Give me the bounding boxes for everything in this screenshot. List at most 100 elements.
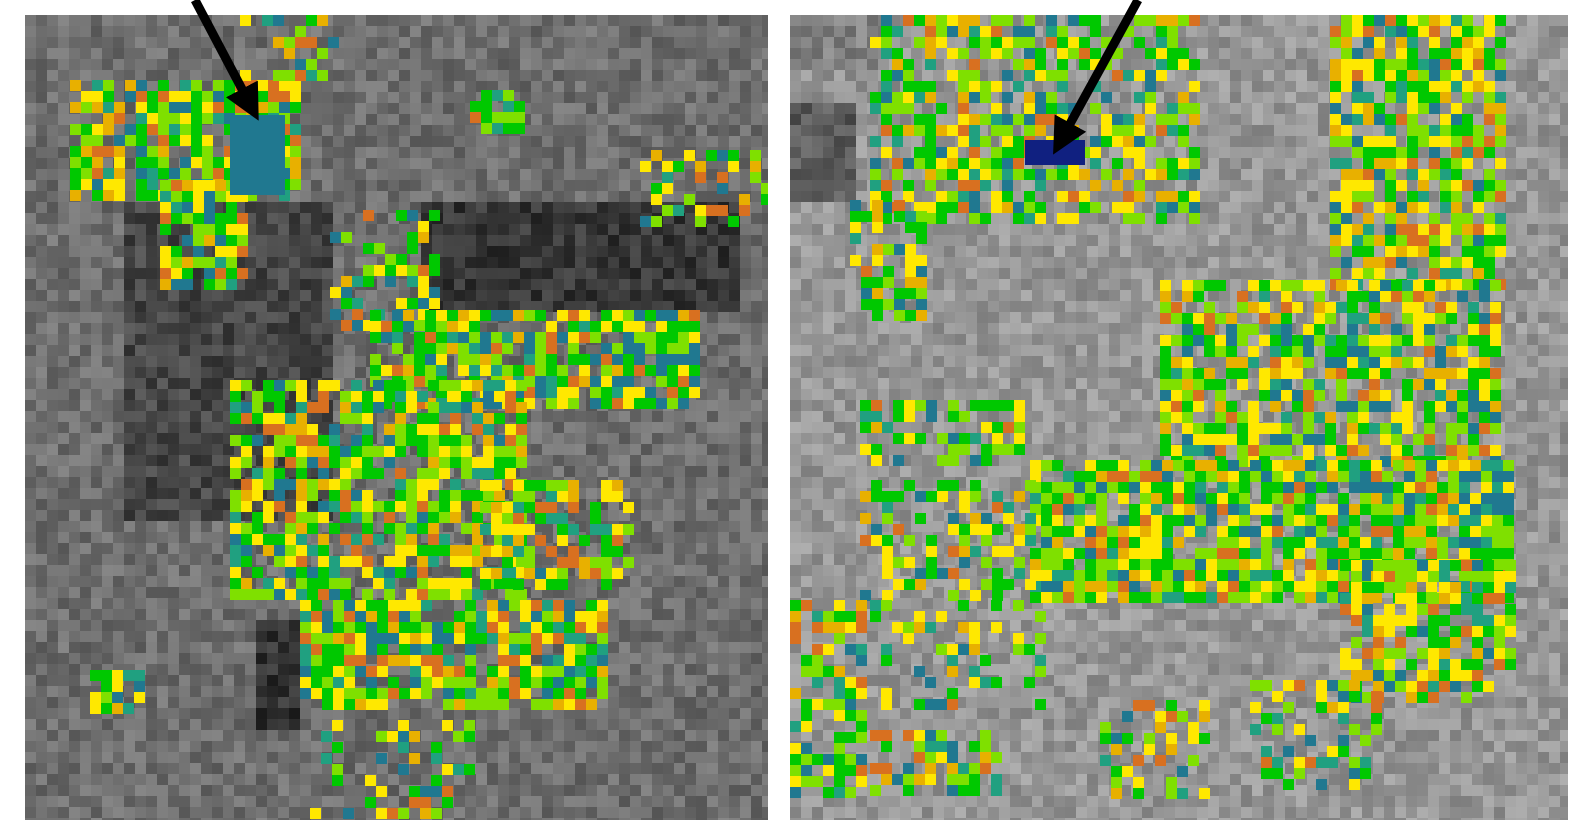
background-pixel [157, 400, 168, 411]
background-pixel [509, 191, 520, 202]
background-pixel [36, 301, 47, 312]
background-pixel [740, 246, 751, 257]
background-pixel [553, 180, 564, 191]
background-pixel [234, 37, 245, 48]
background-pixel [355, 169, 366, 180]
background-pixel [245, 730, 256, 741]
background-pixel [553, 422, 564, 433]
background-pixel [762, 697, 773, 708]
background-pixel [223, 15, 234, 26]
background-pixel [179, 48, 190, 59]
background-pixel [432, 708, 443, 719]
background-pixel [344, 345, 355, 356]
background-pixel [91, 818, 102, 829]
background-pixel [278, 224, 289, 235]
background-pixel [674, 499, 685, 510]
background-pixel [124, 312, 135, 323]
background-pixel [256, 785, 267, 796]
background-pixel [399, 774, 410, 785]
background-pixel [25, 323, 36, 334]
background-pixel [179, 686, 190, 697]
background-pixel [47, 411, 58, 422]
background-pixel [740, 59, 751, 70]
background-pixel [245, 708, 256, 719]
background-pixel [179, 444, 190, 455]
background-pixel [256, 279, 267, 290]
background-pixel [47, 202, 58, 213]
background-pixel [707, 675, 718, 686]
background-pixel [102, 532, 113, 543]
background-pixel [201, 81, 212, 92]
background-pixel [135, 224, 146, 235]
background-pixel [476, 158, 487, 169]
background-pixel [58, 301, 69, 312]
background-pixel [179, 312, 190, 323]
background-pixel [619, 26, 630, 37]
background-pixel [25, 422, 36, 433]
background-pixel [619, 70, 630, 81]
background-pixel [113, 807, 124, 818]
background-pixel [388, 92, 399, 103]
background-pixel [564, 48, 575, 59]
background-pixel [707, 433, 718, 444]
background-pixel [256, 774, 267, 785]
background-pixel [113, 532, 124, 543]
background-pixel [234, 664, 245, 675]
background-pixel [465, 180, 476, 191]
background-pixel [113, 356, 124, 367]
background-pixel [91, 48, 102, 59]
background-pixel [641, 532, 652, 543]
background-pixel [740, 334, 751, 345]
background-pixel [102, 136, 113, 147]
background-pixel [740, 81, 751, 92]
background-pixel [641, 620, 652, 631]
background-pixel [432, 114, 443, 125]
background-pixel [564, 26, 575, 37]
background-pixel [674, 48, 685, 59]
background-pixel [399, 785, 410, 796]
background-pixel [69, 433, 80, 444]
background-pixel [707, 763, 718, 774]
background-pixel [718, 620, 729, 631]
background-pixel [223, 686, 234, 697]
background-pixel [36, 290, 47, 301]
background-pixel [641, 763, 652, 774]
background-pixel [25, 15, 36, 26]
background-pixel [245, 257, 256, 268]
background-pixel [113, 246, 124, 257]
background-pixel [498, 180, 509, 191]
background-pixel [575, 202, 586, 213]
background-pixel [157, 521, 168, 532]
background-pixel [135, 576, 146, 587]
background-pixel [278, 708, 289, 719]
background-pixel [113, 400, 124, 411]
background-pixel [685, 180, 696, 191]
background-pixel [256, 356, 267, 367]
background-pixel [146, 59, 157, 70]
background-pixel [641, 477, 652, 488]
background-pixel [553, 92, 564, 103]
background-pixel [751, 741, 762, 752]
background-pixel [718, 334, 729, 345]
background-pixel [146, 774, 157, 785]
background-pixel [564, 719, 575, 730]
background-pixel [487, 763, 498, 774]
background-pixel [168, 81, 179, 92]
background-pixel [377, 213, 388, 224]
background-pixel [619, 257, 630, 268]
background-pixel [179, 521, 190, 532]
background-pixel [157, 488, 168, 499]
background-pixel [124, 576, 135, 587]
background-pixel [58, 774, 69, 785]
background-pixel [476, 763, 487, 774]
background-pixel [597, 763, 608, 774]
background-pixel [377, 26, 388, 37]
background-pixel [124, 532, 135, 543]
background-pixel [729, 642, 740, 653]
background-pixel [531, 763, 542, 774]
background-pixel [564, 147, 575, 158]
background-pixel [124, 477, 135, 488]
background-pixel [729, 433, 740, 444]
background-pixel [355, 125, 366, 136]
background-pixel [91, 345, 102, 356]
